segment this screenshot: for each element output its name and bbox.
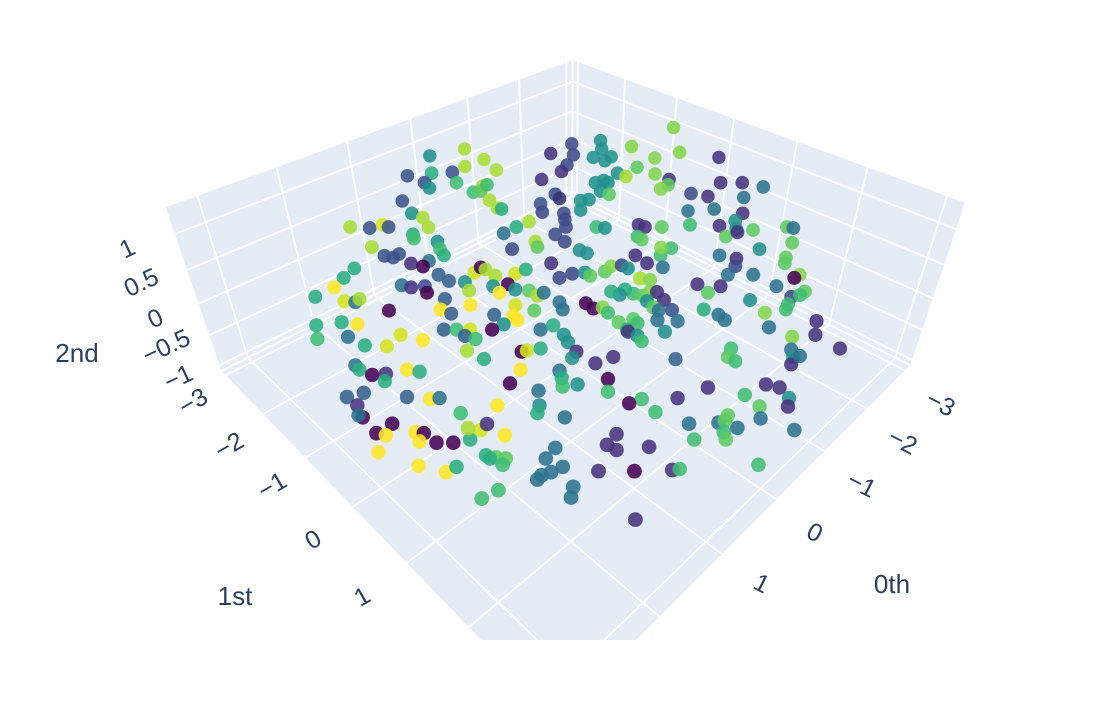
svg-text:1st: 1st (218, 581, 253, 611)
svg-text:0th: 0th (874, 569, 910, 599)
svg-text:2nd: 2nd (55, 338, 98, 368)
